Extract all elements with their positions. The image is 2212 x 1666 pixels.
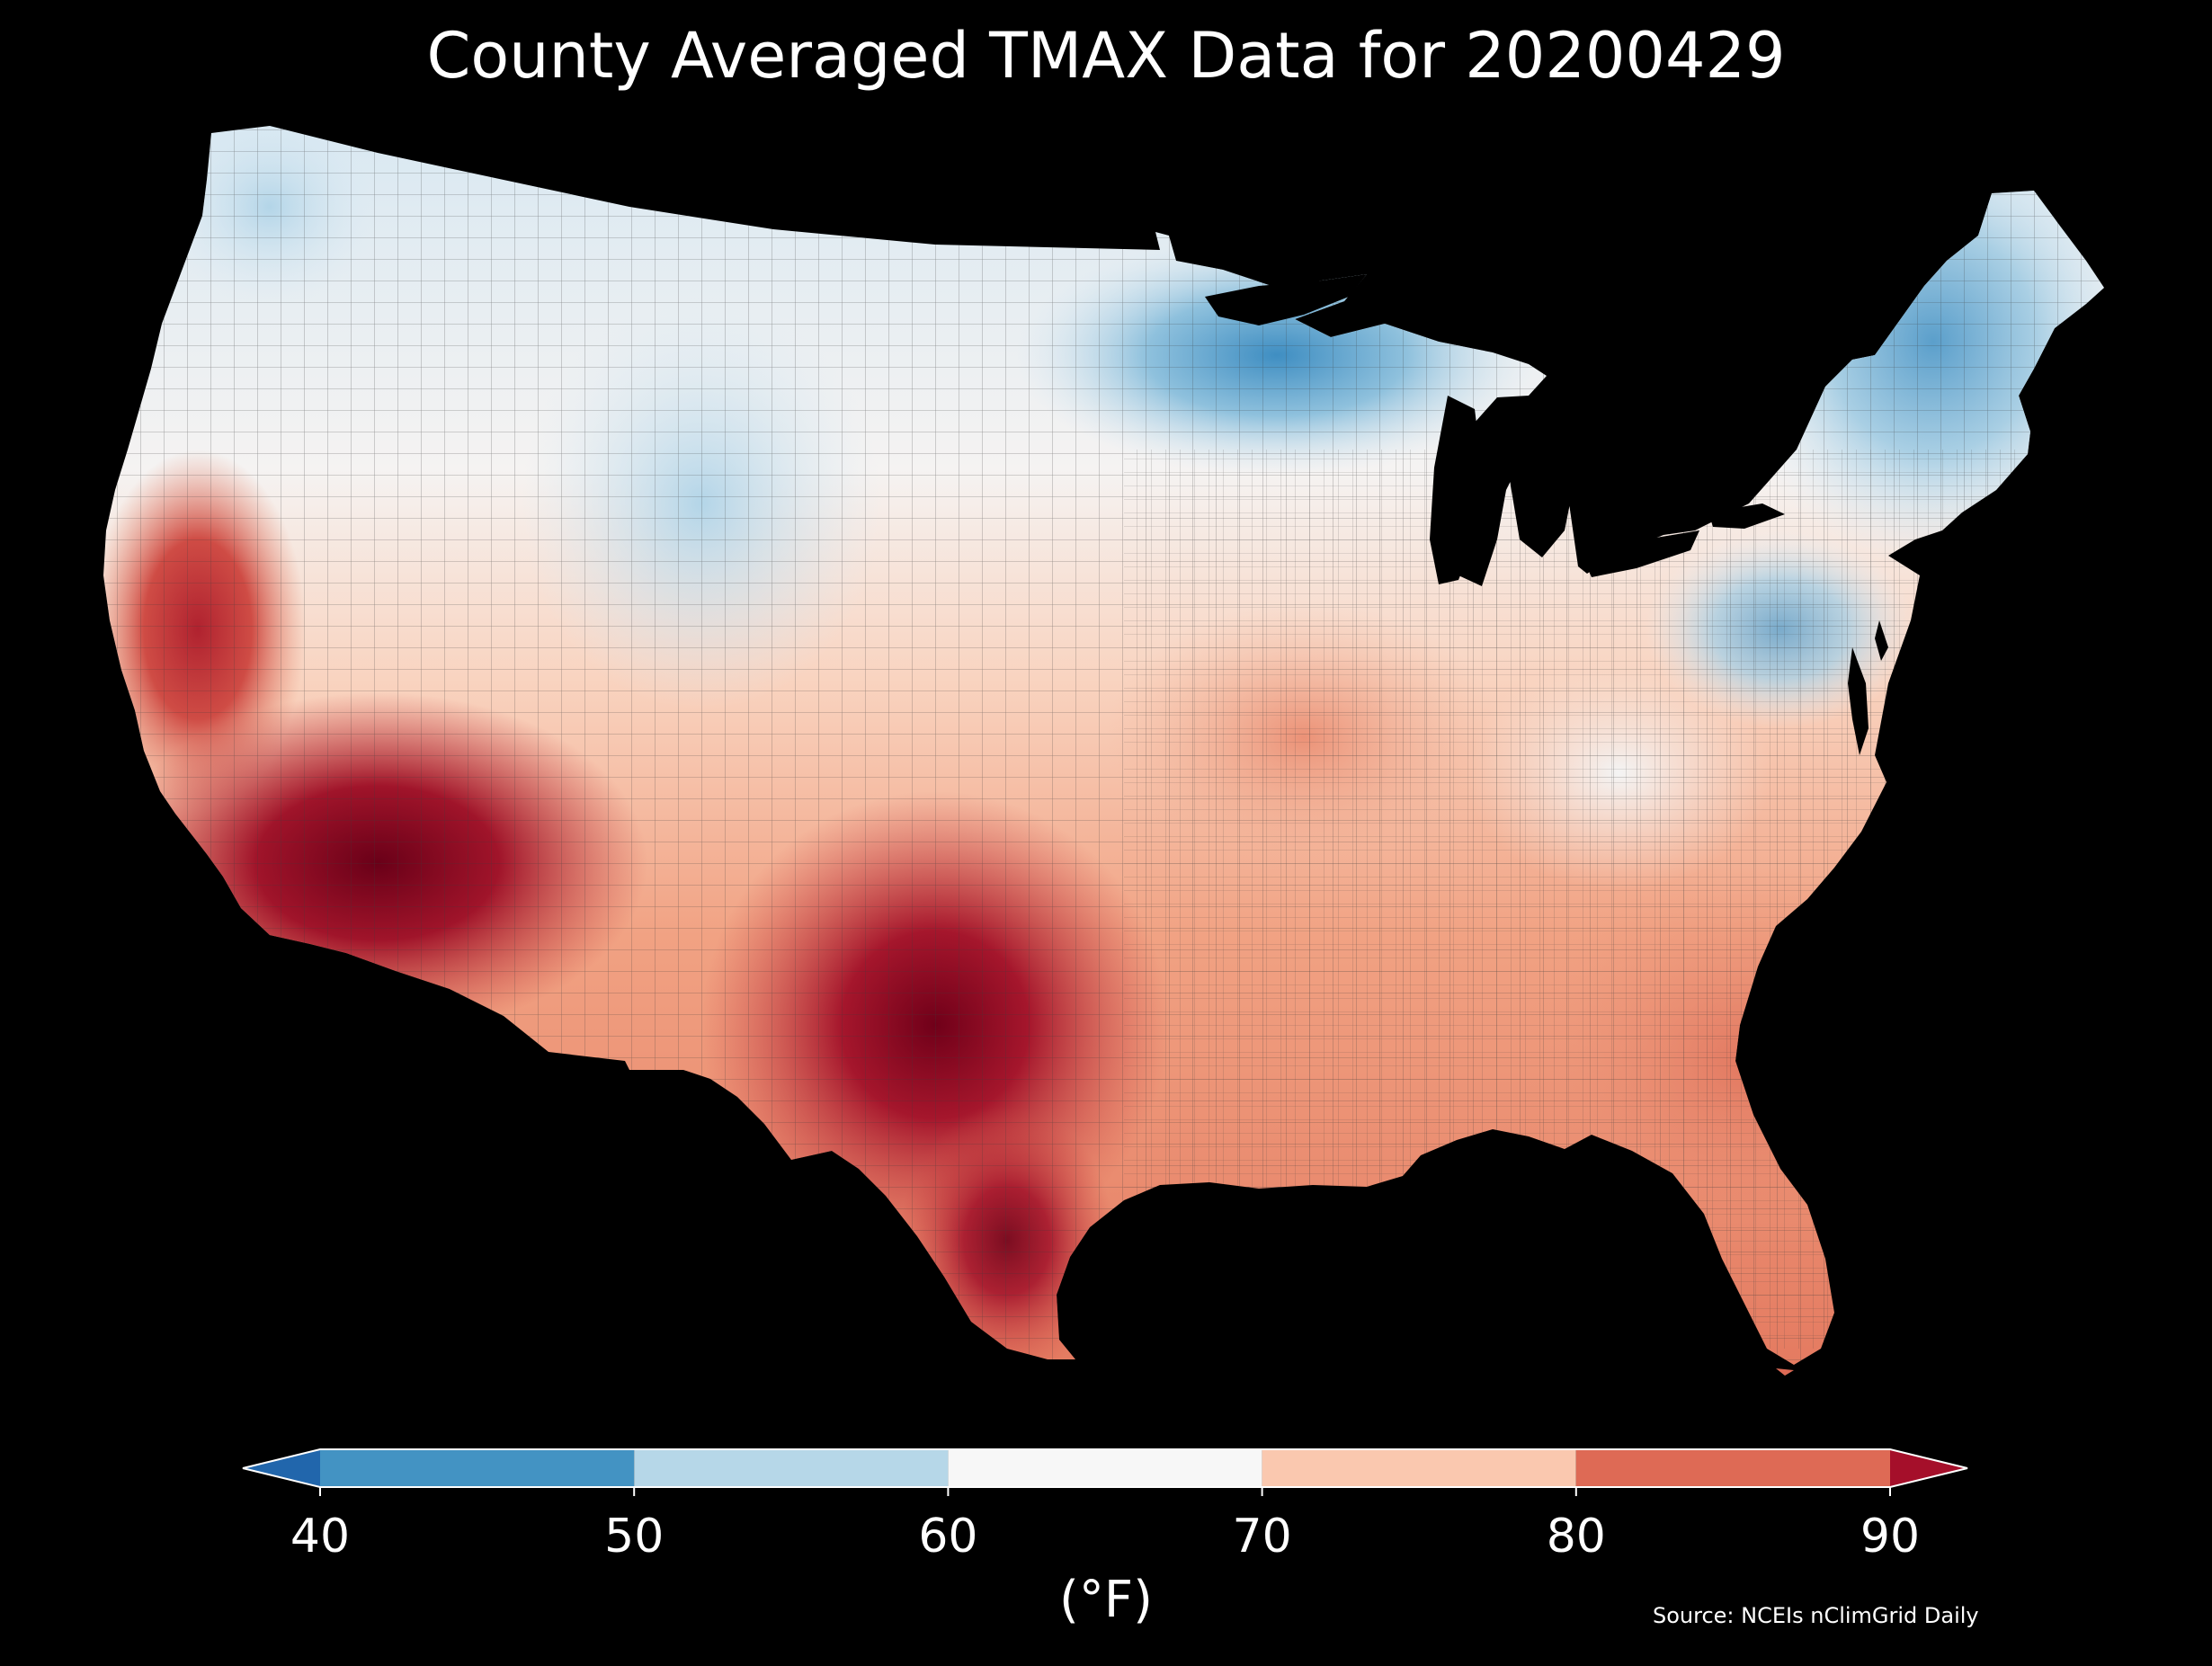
colorbar-tick-label: 80 bbox=[1547, 1510, 1606, 1564]
colorbar-tick-label: 70 bbox=[1233, 1510, 1292, 1564]
map-title: County Averaged TMAX Data for 20200429 bbox=[426, 19, 1786, 93]
lake-erie bbox=[1583, 530, 1699, 577]
florida-keys bbox=[1776, 1368, 1794, 1376]
colorbar-bin-0 bbox=[320, 1449, 635, 1487]
colorbar: 40 50 60 70 80 90 bbox=[242, 1448, 1968, 1564]
colorbar-unit-label: (°F) bbox=[1059, 1571, 1153, 1629]
colorbar-tick-label: 40 bbox=[290, 1510, 350, 1564]
colorbar-over-arrow bbox=[1890, 1449, 1967, 1487]
water-bodies bbox=[1205, 274, 1888, 755]
land-temperature-field bbox=[103, 126, 2104, 1365]
colorbar-tick-label: 50 bbox=[604, 1510, 664, 1564]
lake-huron bbox=[1502, 423, 1574, 557]
colorbar-bin-2 bbox=[948, 1449, 1262, 1487]
colorbar-tick-label: 60 bbox=[918, 1510, 977, 1564]
colorbar-under-arrow bbox=[243, 1449, 320, 1487]
colorbar-bin-1 bbox=[634, 1449, 949, 1487]
source-attribution: Source: NCEIs nClimGrid Daily bbox=[1653, 1603, 1979, 1628]
lake-superior bbox=[1205, 274, 1367, 325]
colorbar-bin-3 bbox=[1262, 1449, 1576, 1487]
colorbar-tick-label: 90 bbox=[1860, 1510, 1920, 1564]
lake-ontario bbox=[1708, 503, 1785, 529]
delaware-bay bbox=[1875, 620, 1888, 661]
chesapeake-bay bbox=[1848, 647, 1869, 755]
colorbar-bin-4 bbox=[1575, 1449, 1890, 1487]
lake-michigan bbox=[1430, 396, 1482, 584]
